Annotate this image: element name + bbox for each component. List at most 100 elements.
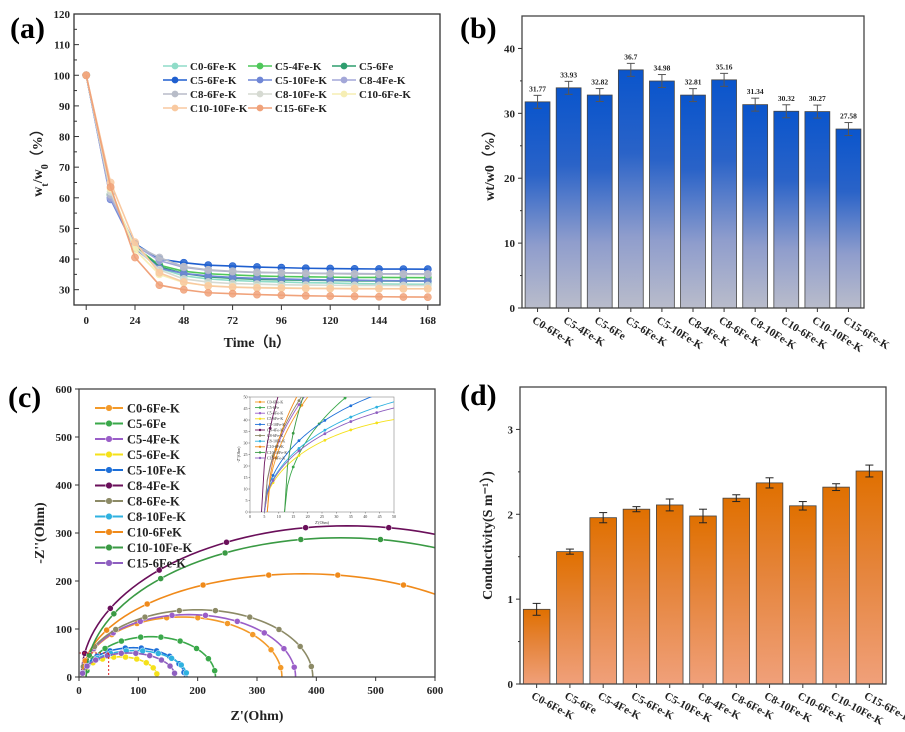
- legend-item: C8-4Fe-K: [332, 75, 406, 87]
- data-point: [176, 607, 183, 614]
- data-point: [301, 291, 310, 300]
- inset-data-point: [375, 393, 378, 396]
- bar-C0-6Fe-K: [524, 101, 551, 309]
- inset-y-tick-label: 25: [244, 452, 248, 457]
- x-tick-label: 24: [130, 315, 142, 327]
- inset-data-point: [370, 377, 373, 380]
- data-point: [205, 655, 212, 662]
- inset-data-point: [401, 405, 404, 408]
- inset-legend-label: C10-10Fe-K: [267, 450, 287, 455]
- x-axis-title: Time（h）: [224, 335, 291, 351]
- inset-legend-label: C10-6FeK: [267, 444, 284, 449]
- data-point: [291, 663, 298, 671]
- inset-data-point: [401, 307, 404, 310]
- data-point: [199, 581, 207, 589]
- data-point: [158, 656, 165, 664]
- inset-plot: 0 5 10 15 20 25 30 35 40 45 50 0 5 10 15 20 25 30 35 40 45 50…: [236, 204, 450, 525]
- legend-item: C0-6Fe-K: [163, 61, 237, 73]
- inset-data-point: [271, 473, 275, 477]
- y-tick-label: 60: [59, 193, 71, 205]
- legend-item: C5-10Fe-K: [95, 464, 186, 478]
- legend-swatch-marker: [105, 466, 113, 474]
- y-tick-label: 400: [56, 480, 73, 492]
- inset-y-tick-label: 50: [244, 394, 248, 399]
- inset-legend-marker: [258, 456, 262, 460]
- x-tick-label: 72: [227, 315, 239, 327]
- y-tick-label: 2: [508, 509, 514, 521]
- y-axis-title: wt/w0（%）: [482, 123, 498, 201]
- data-point: [532, 567, 538, 573]
- inset-data-point: [370, 266, 373, 269]
- data-point: [183, 669, 190, 677]
- data-point: [176, 637, 184, 645]
- inset-data-point: [421, 204, 424, 207]
- y-tick-label: 3: [508, 424, 514, 436]
- inset-legend-label: C8-6Fe-K: [267, 433, 283, 438]
- data-point: [277, 284, 286, 293]
- bar-C10-6Fe-K: [789, 505, 817, 685]
- bar-C5-6Fe-K: [622, 508, 651, 685]
- legend-label: C8-6Fe-K: [127, 495, 180, 509]
- y-axis-title: wt/w0（%）: [30, 122, 51, 196]
- data-point: [204, 282, 213, 290]
- legend-label: C5-4Fe-K: [127, 433, 180, 447]
- inset-legend-label: C15-6Fe-K: [267, 455, 285, 460]
- data-label: 32.82: [591, 78, 608, 87]
- inset-y-tick-label: 20: [244, 463, 248, 468]
- inset-data-point: [430, 248, 433, 251]
- y-axis-title-part: w: [31, 186, 46, 197]
- plot-area: [79, 524, 538, 677]
- panel-d-conductivity-bar-chart: C0-6Fe-KC5-6FeC5-4Fe-KC5-6Fe-KC5-10Fe-KC…: [480, 386, 905, 728]
- data-point: [400, 581, 407, 589]
- legend-label: C5-10Fe-K: [275, 75, 327, 87]
- inset-legend-label: C5-6Fe: [267, 405, 279, 410]
- inset-data-point: [297, 454, 301, 457]
- data-point: [253, 268, 261, 277]
- bar-C15-6Fe-K: [835, 128, 862, 309]
- data-point: [131, 238, 139, 247]
- data-point: [253, 290, 261, 299]
- plot-frame: [519, 386, 887, 685]
- inset-legend-marker: [258, 423, 262, 426]
- legend-label: C5-10Fe-K: [127, 464, 186, 478]
- data-point: [228, 289, 237, 298]
- inset-data-point: [323, 365, 326, 368]
- inset-legend-marker: [258, 434, 262, 437]
- panel-a-weight-loss-chart: 30 40 50 60 70 80 90 100 110 120 0 24 48 72 96 120 144 16…: [30, 9, 441, 351]
- data-point: [228, 267, 237, 276]
- inset-legend-marker: [258, 406, 262, 409]
- data-point: [280, 645, 288, 652]
- inset-data-point: [427, 415, 430, 418]
- inset-y-tick-label: 30: [244, 440, 248, 445]
- inset-data-point: [318, 354, 321, 357]
- bar-C0-6Fe-K: [522, 608, 551, 685]
- inset-y-tick-label: 5: [246, 498, 248, 503]
- data-point: [246, 613, 254, 621]
- inset-area: [261, 204, 450, 512]
- panel-label-b: (b): [460, 12, 497, 45]
- legend-label: C8-10Fe-K: [275, 89, 327, 101]
- inset-x-tick-label: 30: [334, 514, 338, 519]
- inset-data-point: [375, 421, 379, 425]
- inset-data-point: [352, 347, 355, 350]
- data-point: [143, 659, 150, 666]
- data-point: [106, 183, 115, 191]
- y-tick-label: 10: [504, 238, 516, 250]
- inset-data-point: [349, 404, 353, 408]
- inset-legend-marker: [258, 400, 262, 404]
- y-tick-label: 0: [67, 672, 73, 684]
- y-tick-label: 110: [54, 40, 70, 52]
- bar-C8-10Fe-K: [742, 104, 769, 309]
- legend-swatch-marker: [171, 76, 179, 84]
- y-axis-title-part: （%）: [30, 122, 46, 164]
- panel-label-a: (a): [10, 12, 45, 45]
- y-tick-label: 100: [54, 70, 71, 82]
- data-point: [143, 600, 151, 608]
- data-point: [221, 549, 229, 557]
- y-tick-label: 100: [56, 624, 73, 636]
- inset-data-point: [447, 341, 450, 344]
- data-point: [301, 269, 310, 278]
- inset-data-point: [401, 385, 404, 388]
- x-tick-label: 168: [420, 315, 437, 327]
- inset-data-point: [297, 449, 301, 453]
